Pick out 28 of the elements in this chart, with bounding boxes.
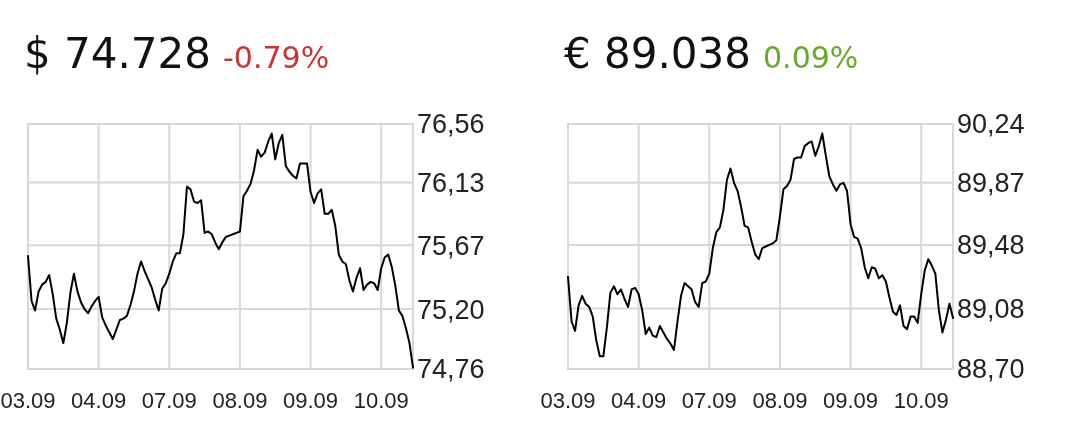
x-tick-label: 04.09 [611, 388, 667, 413]
x-tick-label: 09.09 [823, 388, 879, 413]
y-tick-label: 74,76 [417, 354, 485, 385]
chart-subtitle: -0.79% [223, 40, 330, 75]
y-tick-label: 76,13 [417, 167, 485, 198]
line-series [27, 132, 414, 369]
y-tick-label: 76,56 [417, 109, 485, 140]
x-tick-label: 10.09 [893, 388, 949, 413]
y-tick-label: 75,67 [417, 230, 485, 261]
y-tick-label: 89,48 [957, 230, 1025, 261]
chart-title: € 89.038 [564, 29, 752, 78]
x-tick-label: 03.09 [540, 388, 596, 413]
x-tick-label: 09.09 [283, 388, 339, 413]
x-tick-label: 10.09 [353, 388, 409, 413]
x-tick-label: 07.09 [141, 388, 197, 413]
x-tick-label: 08.09 [752, 388, 808, 413]
x-tick-label: 08.09 [212, 388, 268, 413]
chart-title: $ 74.728 [24, 29, 212, 78]
line-series [567, 132, 954, 358]
x-tick-label: 07.09 [681, 388, 737, 413]
y-tick-label: 75,20 [417, 294, 485, 325]
y-tick-label: 89,87 [957, 168, 1025, 199]
y-tick-label: 90,24 [957, 109, 1025, 140]
chart-subtitle: 0.09% [763, 40, 859, 75]
x-tick-label: 04.09 [71, 388, 127, 413]
x-tick-label: 03.09 [0, 388, 56, 413]
y-tick-label: 88,70 [957, 354, 1025, 385]
y-tick-label: 89,08 [957, 294, 1025, 324]
